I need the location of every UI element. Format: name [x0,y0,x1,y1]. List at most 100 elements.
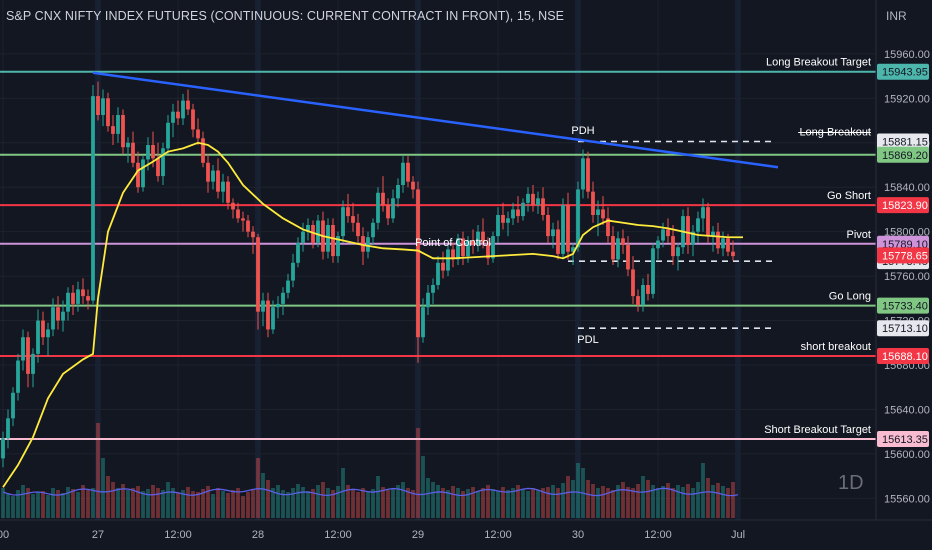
candle-body [36,320,40,354]
candle-body [231,202,235,210]
candle-body [206,162,210,182]
candle-body [416,189,420,338]
volume-bar [631,488,635,518]
candle-body [296,242,300,263]
volume-bar [31,494,35,518]
candle-body [81,289,85,297]
volume-bar [546,487,550,518]
candle-body [16,360,20,393]
candle-body [381,192,385,205]
candle-body [246,220,250,232]
candle-body [276,303,280,308]
candle-body [86,296,90,301]
volume-bar [241,496,245,518]
candle-body [661,229,665,241]
volume-bar [651,485,655,518]
candle-body [346,207,350,217]
symbol-title[interactable]: S&P CNX NIFTY INDEX FUTURES (CONTINUOUS:… [6,9,565,23]
candle-body [526,193,530,203]
price-tag-bg [877,348,929,364]
volume-bar [196,492,200,518]
volume-bar [401,482,405,518]
candle-body [606,218,610,237]
volume-bar [471,487,475,518]
volume-bar [321,482,325,518]
volume-bar [601,486,605,518]
candle-body [671,236,675,257]
candle-body [451,249,455,260]
candle-body [6,418,10,439]
volume-bar [476,491,480,518]
candle-body [616,238,620,260]
candle-body [506,218,510,223]
y-tick-label: 15800.00 [884,227,930,239]
candle-body [431,285,435,293]
candle-body [271,307,275,330]
volume-bar [276,485,280,518]
candle-body [301,231,305,243]
volume-bar [691,488,695,518]
volume-bar [721,486,725,518]
candle-body [701,207,705,219]
volume-bar [61,493,65,518]
candle-body [116,115,120,134]
volume-bar [41,491,45,518]
volume-bar [726,488,730,518]
candle-body [51,307,55,330]
volume-bar [411,490,415,518]
interval-badge: 1D [838,472,864,494]
level-label: Go Long [829,291,871,303]
volume-bar [391,488,395,518]
y-tick-label: 15560.00 [884,493,930,505]
candle-body [41,320,45,338]
volume-bar [216,488,220,518]
level-label: Short Breakout Target [764,424,871,436]
volume-bar [531,488,535,518]
candle-body [646,285,650,294]
volume-bar [466,489,470,518]
candle-body [101,98,105,115]
price-tag-bg [877,63,929,80]
volume-bar [166,482,170,518]
volume-bar [356,492,360,518]
candle-body [176,111,180,119]
candle-body [591,191,595,215]
candle-body [181,100,185,119]
volume-bar [526,491,530,518]
volume-bar [111,482,115,518]
volume-bar [106,476,110,518]
candle-body [241,218,245,221]
candle-body [676,247,680,257]
candle-body [256,237,260,312]
candle-body [651,248,655,294]
candle-body [621,238,625,245]
volume-bar [571,480,575,518]
price-axis [876,0,932,550]
candle-body [406,162,410,182]
volume-bar [481,488,485,518]
candle-body [441,262,445,271]
volume-bar [406,488,410,518]
candle-body [556,229,560,254]
volume-bar [171,488,175,518]
volume-bar [326,488,330,518]
volume-bar [246,492,250,518]
volume-bar [191,491,195,518]
candle-body [561,205,565,254]
volume-bar [316,485,320,518]
volume-bar [636,484,640,518]
candle-body [106,98,110,127]
candle-body [356,222,360,237]
volume-bar [521,489,525,518]
annotation-label: Point of Control [415,237,491,249]
volume-bar [696,482,700,518]
volume-bar [441,488,445,518]
volume-bar [586,480,590,518]
candle-body [531,193,535,205]
volume-bar [621,482,625,518]
candle-body [91,96,95,301]
volume-bar [211,494,215,518]
candle-body [446,249,450,271]
